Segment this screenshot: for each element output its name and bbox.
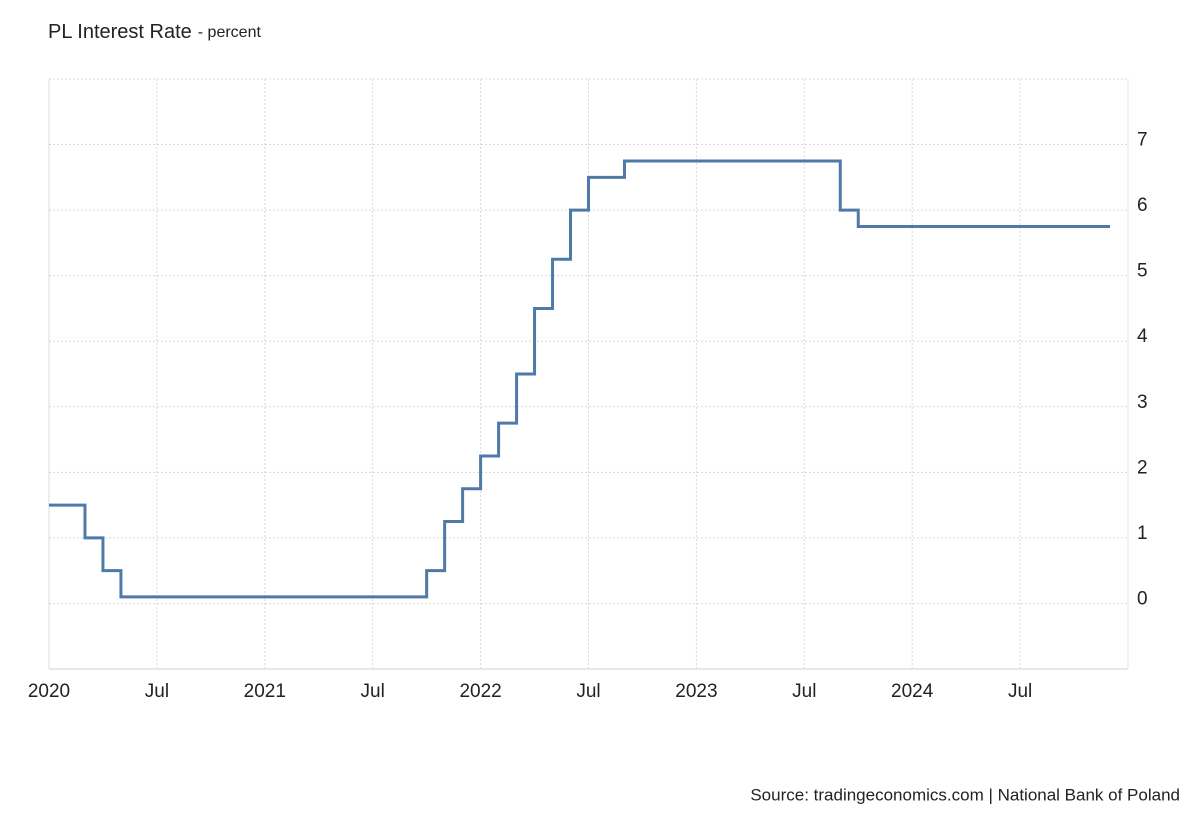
x-tick-label: Jul	[145, 681, 169, 702]
y-tick-label: 6	[1137, 195, 1148, 216]
y-tick-label: 7	[1137, 130, 1148, 151]
x-tick-label: 2024	[891, 681, 934, 702]
y-tick-label: 1	[1137, 523, 1148, 544]
y-tick-label: 5	[1137, 261, 1148, 282]
chart-title: PL Interest Rate - percent	[48, 21, 261, 43]
source: Source: tradingeconomics.com | National …	[750, 785, 1180, 804]
y-tick-label: 0	[1137, 588, 1148, 609]
x-tick-label: 2022	[459, 681, 501, 702]
x-tick-label: 2021	[244, 681, 286, 702]
subtitle: - percent	[198, 24, 262, 41]
y-tick-label: 4	[1137, 326, 1148, 347]
title: PL Interest Rate	[48, 21, 192, 43]
x-tick-label: Jul	[1008, 681, 1032, 702]
x-tick-label: Jul	[361, 681, 385, 702]
x-tick-label: Jul	[792, 681, 816, 702]
x-tick-label: 2023	[675, 681, 717, 702]
x-tick-label: Jul	[576, 681, 600, 702]
y-tick-label: 2	[1137, 457, 1148, 478]
y-tick-label: 3	[1137, 392, 1148, 413]
line	[49, 159, 1111, 599]
x-tick-label: 2020	[28, 681, 70, 702]
